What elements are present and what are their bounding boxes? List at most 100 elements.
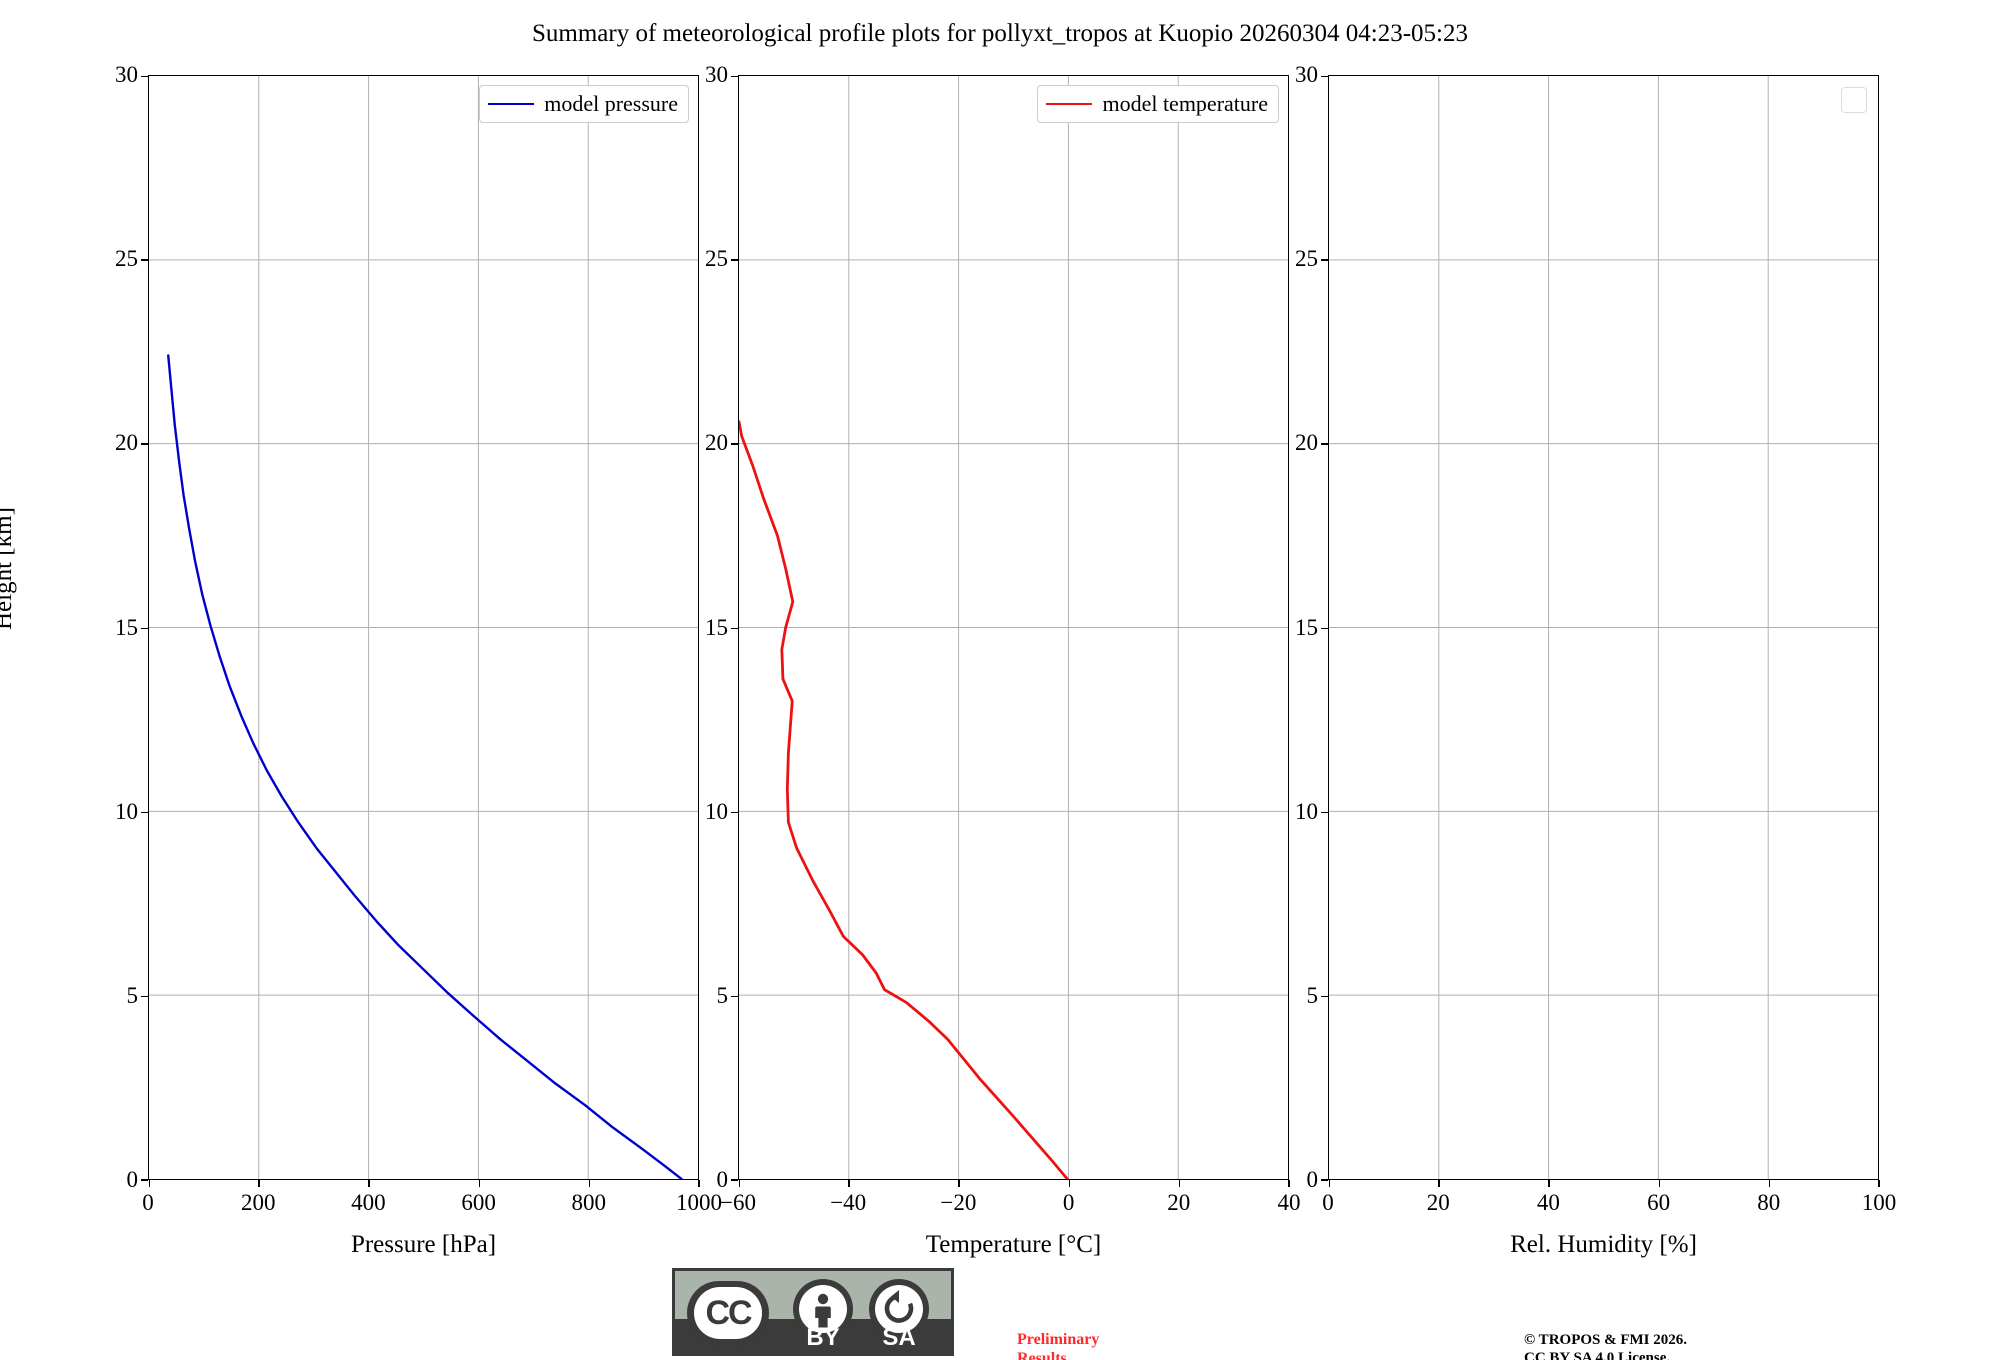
ytickmark-humidity-10 — [1321, 811, 1328, 814]
ytickmark-pressure-25 — [141, 259, 148, 261]
ytickmark-humidity-5 — [1321, 995, 1328, 998]
xtickmark-humidity-100 — [1878, 1180, 1880, 1187]
cc-sa-share-alike-icon — [869, 1279, 929, 1339]
xtick-humidity-0: 0 — [1322, 1190, 1334, 1215]
xtick-pressure-0: 0 — [142, 1190, 154, 1215]
xtick-humidity-40: 40 — [1536, 1190, 1560, 1215]
plot-area-pressure[interactable] — [148, 75, 699, 1180]
gridlines-pressure — [149, 76, 698, 1179]
xtickmark-pressure-1000 — [698, 1180, 700, 1187]
legend-pressure[interactable]: model pressure — [479, 85, 689, 123]
ytick-humidity-10: 10 — [1295, 798, 1318, 824]
xtick-pressure-800: 800 — [571, 1190, 607, 1215]
cc-sa-label: SA — [882, 1324, 916, 1351]
ytickmark-pressure-0 — [141, 1179, 148, 1181]
ytick-temperature-25: 25 — [705, 246, 728, 272]
legend-swatch-model-temperature — [1046, 103, 1093, 105]
ytick-humidity-20: 20 — [1295, 430, 1318, 456]
ytick-temperature-5: 5 — [716, 982, 729, 1008]
cc-logo-icon: CC — [687, 1281, 769, 1345]
xtickmark-temperature-40 — [1288, 1180, 1290, 1187]
xtickmark-humidity-20 — [1438, 1180, 1440, 1187]
xtick-temperature-40: 40 — [1277, 1190, 1301, 1215]
ytick-pressure-15: 15 — [115, 614, 138, 640]
cc-by-person-icon — [793, 1279, 853, 1339]
temperature-plot-svg — [739, 76, 1288, 1179]
xtickmark-pressure-800 — [588, 1180, 591, 1187]
ytick-pressure-0: 0 — [126, 1167, 139, 1192]
legend-temperature[interactable]: model temperature — [1037, 85, 1279, 123]
xtick-temperature--20: −20 — [940, 1190, 977, 1215]
xtickmark-pressure-0 — [148, 1180, 151, 1187]
xtickmark-humidity-80 — [1768, 1180, 1771, 1187]
xtickmark-pressure-400 — [368, 1180, 370, 1187]
humidity-plot-svg — [1329, 76, 1878, 1179]
xtick-temperature-0: 0 — [1062, 1190, 1075, 1215]
cc-logo-text: CC — [694, 1287, 762, 1339]
share-alike-glyph — [884, 1290, 914, 1323]
preliminary-results-note: Preliminary Results. — [1017, 1331, 1100, 1360]
ytickmark-humidity-20 — [1321, 443, 1328, 445]
ytickmark-temperature-25 — [731, 259, 738, 261]
pressure-plot-svg — [149, 76, 698, 1179]
ytickmark-temperature-15 — [731, 627, 738, 630]
ytickmark-temperature-10 — [731, 811, 738, 814]
panel-temperature: model temperature Temperature [°C] — [738, 75, 1289, 1258]
series-model-pressure — [167, 354, 683, 1179]
ytickmark-humidity-15 — [1321, 627, 1328, 630]
ytickmark-pressure-30 — [141, 75, 148, 78]
ytickmark-pressure-15 — [141, 627, 148, 630]
xtick-humidity-20: 20 — [1426, 1190, 1450, 1215]
ytick-temperature-20: 20 — [705, 430, 728, 456]
x-axis-label-pressure: Pressure [hPa] — [350, 1231, 497, 1258]
xtickmark-temperature--60 — [738, 1180, 741, 1187]
legend-swatch-model-pressure — [488, 103, 535, 105]
xtick-humidity-80: 80 — [1757, 1190, 1781, 1215]
xtick-pressure-1000: 1000 — [676, 1190, 722, 1215]
ytickmark-temperature-0 — [731, 1179, 738, 1181]
xtickmark-humidity-60 — [1658, 1180, 1661, 1187]
ytick-temperature-0: 0 — [716, 1167, 729, 1192]
x-axis-label-temperature: Temperature [°C] — [925, 1231, 1102, 1258]
ytickmark-temperature-20 — [731, 443, 738, 445]
plot-area-temperature[interactable] — [738, 75, 1289, 1180]
xtickmark-pressure-200 — [258, 1180, 260, 1187]
xtick-temperature-20: 20 — [1167, 1190, 1191, 1215]
ytickmark-temperature-30 — [731, 75, 738, 78]
legend-label-model-temperature: model temperature — [1102, 91, 1268, 116]
xtick-pressure-400: 400 — [351, 1190, 386, 1215]
ytickmark-humidity-0 — [1321, 1179, 1328, 1181]
ytick-humidity-15: 15 — [1295, 614, 1318, 640]
ytick-humidity-25: 25 — [1295, 246, 1318, 272]
ytick-pressure-20: 20 — [115, 430, 138, 456]
cc-by-sa-badge[interactable]: CC BY SA — [672, 1268, 954, 1356]
series-model-temperature — [739, 420, 1069, 1179]
xtick-humidity-60: 60 — [1647, 1190, 1671, 1215]
ytick-pressure-5: 5 — [126, 982, 139, 1008]
copyright-note: © TROPOS & FMI 2026. CC BY SA 4.0 Licens… — [1524, 1332, 1688, 1360]
figure-title: Summary of meteorological profile plots … — [532, 20, 1468, 47]
x-axis-label-humidity: Rel. Humidity [%] — [1510, 1231, 1697, 1258]
xtick-pressure-600: 600 — [461, 1190, 496, 1215]
xtick-humidity-100: 100 — [1861, 1190, 1897, 1215]
ytick-pressure-30: 30 — [115, 62, 138, 87]
ytickmark-pressure-10 — [141, 811, 148, 814]
ytickmark-humidity-30 — [1321, 75, 1328, 78]
plot-area-humidity[interactable] — [1328, 75, 1879, 1180]
ytick-pressure-10: 10 — [115, 798, 138, 824]
xtickmark-pressure-600 — [478, 1180, 481, 1187]
ytick-temperature-15: 15 — [705, 614, 728, 640]
panel-pressure: model pressure Pressure [hPa] — [148, 75, 699, 1258]
ytick-humidity-5: 5 — [1306, 982, 1319, 1008]
ytick-temperature-10: 10 — [705, 798, 728, 824]
xtickmark-temperature--40 — [848, 1180, 850, 1187]
xtickmark-humidity-40 — [1548, 1180, 1550, 1187]
ytickmark-humidity-25 — [1321, 259, 1328, 261]
xtick-temperature--40: −40 — [830, 1190, 867, 1215]
legend-humidity-empty[interactable] — [1841, 87, 1867, 113]
panel-humidity: Rel. Humidity [%] — [1328, 75, 1879, 1258]
ytickmark-pressure-5 — [141, 995, 148, 998]
ytick-pressure-25: 25 — [115, 246, 138, 272]
xtick-pressure-200: 200 — [240, 1190, 276, 1215]
